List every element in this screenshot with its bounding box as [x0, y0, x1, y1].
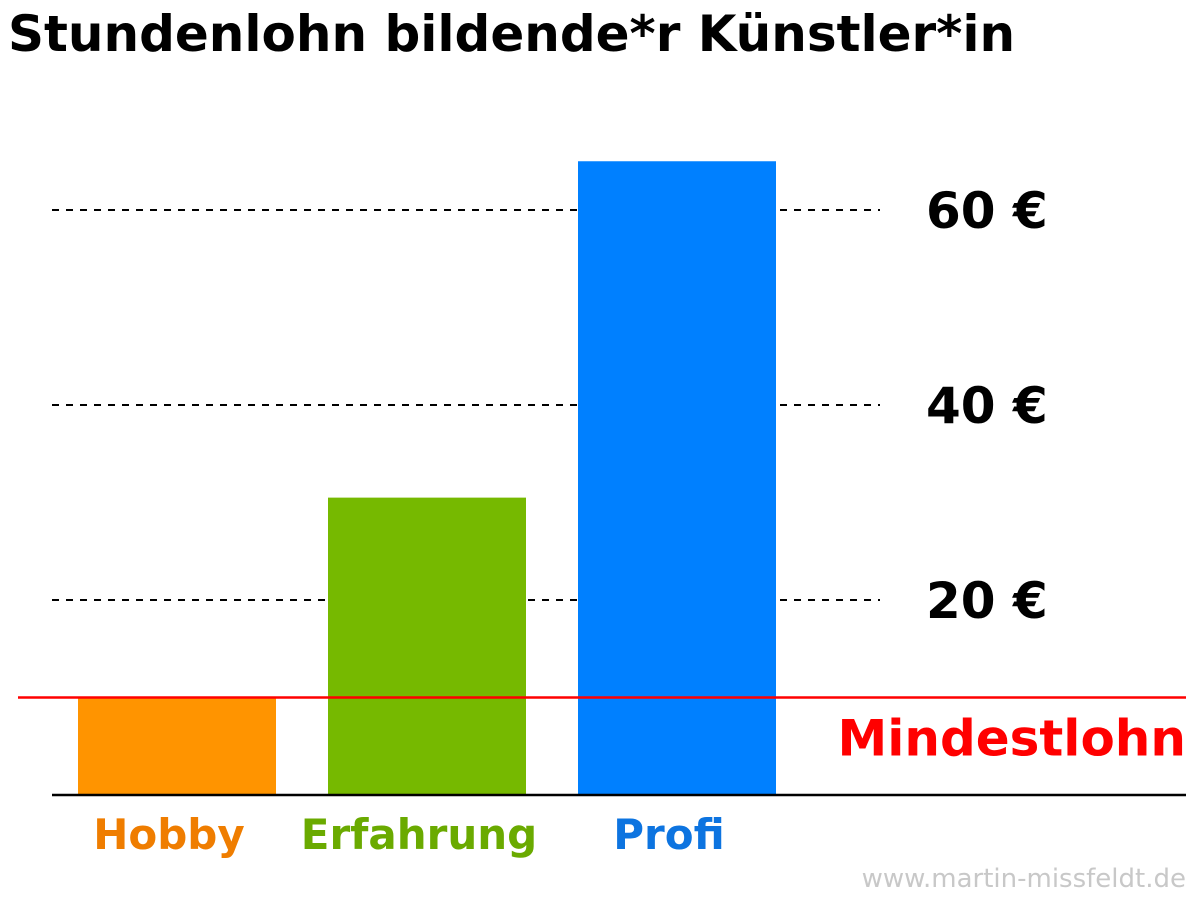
chart-title: Stundenlohn bildende*r Künstler*in	[8, 5, 1016, 63]
watermark-text: www.martin-missfeldt.de	[861, 864, 1186, 894]
x-tick-label-hobby: Hobby	[93, 810, 245, 859]
bars	[78, 161, 776, 795]
x-tick-label-profi: Profi	[613, 810, 724, 859]
bar-profi	[578, 161, 776, 795]
y-tick-label-20: 20 €	[926, 572, 1048, 630]
bar-hobby	[78, 697, 276, 795]
y-tick-label-60: 60 €	[926, 182, 1048, 240]
y-tick-label-40: 40 €	[926, 377, 1048, 435]
reference-line-label: Mindestlohn	[837, 710, 1186, 768]
labels: 20 € 40 € 60 € Hobby Erfahrung Profi Mindestlo…	[93, 182, 1186, 859]
bar-erfahrung	[328, 497, 526, 795]
x-tick-label-erfahrung: Erfahrung	[301, 810, 538, 859]
